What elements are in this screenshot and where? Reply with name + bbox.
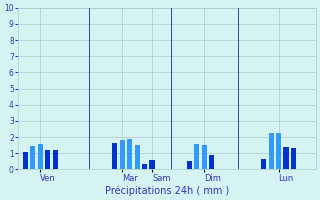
Bar (38, 144, 43, 169)
Bar (284, 147, 289, 169)
Bar (142, 164, 147, 169)
Bar (120, 140, 125, 169)
Bar (149, 160, 155, 169)
X-axis label: Précipitations 24h ( mm ): Précipitations 24h ( mm ) (105, 185, 229, 196)
Bar (127, 139, 132, 169)
Bar (261, 159, 266, 169)
Bar (23, 152, 28, 169)
Bar (112, 143, 117, 169)
Bar (202, 145, 207, 169)
Bar (291, 148, 296, 169)
Bar (45, 150, 50, 169)
Bar (268, 133, 274, 169)
Bar (209, 155, 214, 169)
Bar (134, 145, 140, 169)
Bar (276, 133, 281, 169)
Bar (187, 161, 192, 169)
Bar (194, 144, 199, 169)
Bar (30, 146, 36, 169)
Bar (52, 150, 58, 169)
